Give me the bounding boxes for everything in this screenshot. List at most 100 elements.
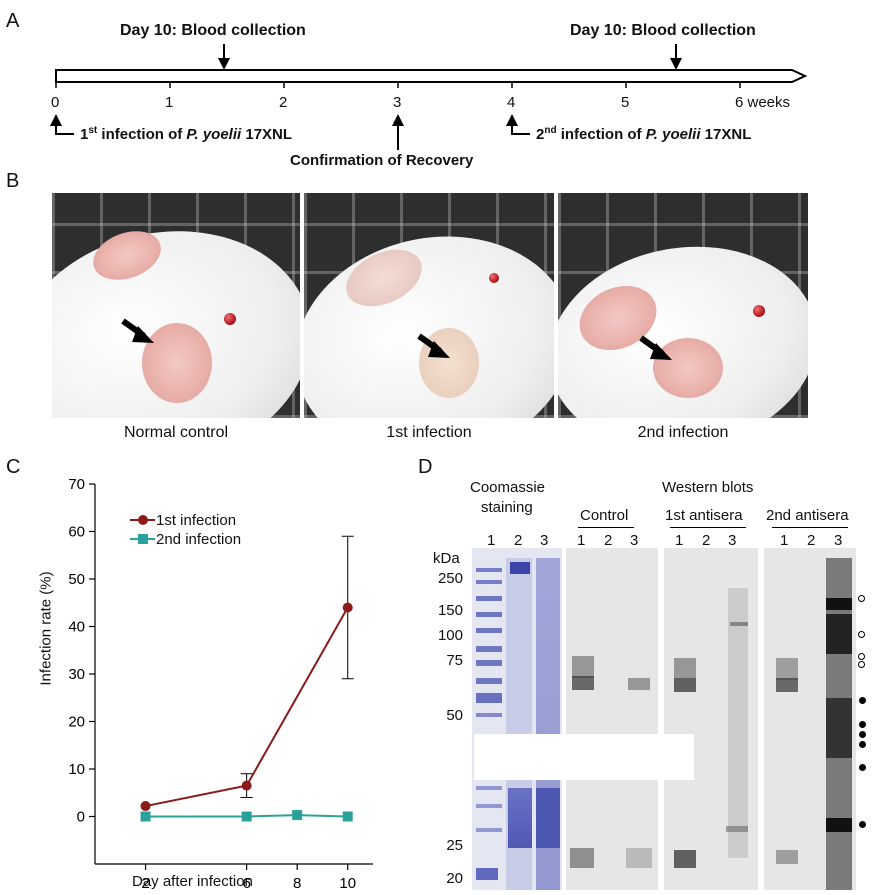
y-tick-label: 10 bbox=[68, 761, 85, 778]
coomassie-title-2: staining bbox=[481, 499, 533, 516]
infection-arrow-1 bbox=[55, 124, 74, 135]
filled-circle-marker bbox=[859, 731, 866, 738]
timeline-diagram bbox=[50, 44, 808, 150]
lane-number: 2 bbox=[604, 532, 613, 549]
photo-1st-infection bbox=[304, 193, 554, 418]
group-label-2nd: 2nd antisera bbox=[766, 507, 849, 524]
eye-icon bbox=[489, 273, 499, 283]
panel-label-b: B bbox=[6, 170, 20, 192]
recovery-arrowhead bbox=[392, 114, 404, 126]
photo-caption: Normal control bbox=[123, 424, 229, 441]
panel-label-d: D bbox=[418, 456, 433, 478]
y-tick-label: 0 bbox=[77, 809, 85, 826]
photo-caption: 1st infection bbox=[386, 424, 472, 441]
y-tick-label: 70 bbox=[68, 476, 85, 493]
eye-icon bbox=[753, 305, 765, 317]
lane-number: 1 bbox=[780, 532, 789, 549]
second-infection-label: 2nd infection of P. yoelii 17XNL bbox=[536, 125, 752, 143]
filled-circle-marker bbox=[859, 721, 866, 728]
lane-number: 2 bbox=[702, 532, 711, 549]
data-point-2nd bbox=[342, 811, 353, 822]
first-infection-label: 1st infection of P. yoelii 17XNL bbox=[80, 125, 293, 143]
series-line bbox=[145, 814, 348, 818]
group-underline bbox=[772, 527, 848, 528]
data-point-2nd bbox=[292, 810, 303, 821]
x-tick-label: 10 bbox=[339, 875, 356, 892]
filled-circle-marker bbox=[859, 697, 866, 704]
lane-number: 1 bbox=[675, 532, 684, 549]
group-label-1st: 1st antisera bbox=[665, 507, 743, 524]
panel-label-a: A bbox=[6, 10, 20, 32]
lane-number: 1 bbox=[487, 532, 496, 549]
open-circle-marker bbox=[858, 661, 865, 668]
blood-arrowhead-1 bbox=[218, 58, 230, 70]
data-point-1st bbox=[342, 602, 353, 613]
y-tick-label: 30 bbox=[68, 666, 85, 683]
group-underline bbox=[670, 527, 746, 528]
data-point-2nd bbox=[140, 811, 151, 822]
open-circle-marker bbox=[858, 595, 865, 602]
lane-number: 3 bbox=[630, 532, 639, 549]
filled-circle-marker bbox=[859, 821, 866, 828]
group-underline bbox=[578, 527, 634, 528]
data-point-2nd bbox=[241, 811, 252, 822]
western-blot-2nd-antisera bbox=[764, 548, 856, 890]
western-title: Western blots bbox=[662, 479, 754, 496]
mw-marker: 250 bbox=[437, 570, 463, 587]
open-circle-marker bbox=[858, 631, 865, 638]
data-point-1st bbox=[140, 801, 151, 812]
filled-circle-marker bbox=[859, 741, 866, 748]
mw-marker: 25 bbox=[446, 837, 463, 854]
y-axis-label: Infection rate (%) bbox=[37, 571, 55, 686]
infection-arrow-2 bbox=[511, 124, 530, 135]
kda-label: kDa bbox=[433, 550, 460, 567]
photo-2nd-infection bbox=[558, 193, 808, 418]
legend-label-1st: 1st infection bbox=[156, 512, 237, 529]
data-point-1st bbox=[241, 780, 252, 791]
y-tick-label: 60 bbox=[68, 524, 85, 541]
y-tick-label: 40 bbox=[68, 619, 85, 636]
western-blot-1st-antisera bbox=[664, 548, 758, 890]
y-tick-label: 50 bbox=[68, 571, 85, 588]
lane-number: 3 bbox=[834, 532, 843, 549]
blood-collection-label-2: Day 10: Blood collection bbox=[570, 22, 756, 39]
legend-label-2nd: 2nd infection bbox=[156, 531, 242, 548]
panel-label-c: C bbox=[6, 456, 21, 478]
blank-region bbox=[474, 734, 694, 780]
legend-marker-1st bbox=[138, 515, 148, 525]
blood-arrowhead-2 bbox=[670, 58, 682, 70]
x-axis-label: Day after infection bbox=[132, 873, 253, 890]
arrow-icon bbox=[417, 333, 450, 358]
open-circle-marker bbox=[858, 653, 865, 660]
infection-arrowhead-2 bbox=[506, 114, 518, 126]
mw-marker: 20 bbox=[446, 870, 463, 887]
tick-label: 5 bbox=[621, 94, 630, 111]
tick-label: 6 weeks bbox=[735, 94, 791, 111]
recovery-label: Confirmation of Recovery bbox=[290, 152, 474, 169]
legend-marker-2nd bbox=[138, 534, 148, 544]
x-tick-label: 8 bbox=[293, 875, 301, 892]
group-label-control: Control bbox=[580, 507, 629, 524]
coomassie-title: Coomassie bbox=[470, 479, 546, 496]
tick-label: 4 bbox=[507, 94, 516, 111]
lane-number: 3 bbox=[540, 532, 549, 549]
eye-icon bbox=[224, 313, 236, 325]
western-blot-control bbox=[566, 548, 658, 890]
infection-rate-chart: 0 10 20 30 40 50 60 70 2 6 8 10 bbox=[68, 476, 373, 892]
coomassie-gel bbox=[472, 548, 562, 890]
y-tick-label: 20 bbox=[68, 714, 85, 731]
lane-number: 2 bbox=[514, 532, 523, 549]
arrow-icon bbox=[639, 335, 672, 360]
tick-label: 1 bbox=[165, 94, 174, 111]
lane-number: 1 bbox=[577, 532, 586, 549]
mw-marker: 75 bbox=[446, 652, 463, 669]
mw-marker: 100 bbox=[437, 627, 463, 644]
filled-circle-marker bbox=[859, 764, 866, 771]
arrow-icon bbox=[121, 318, 154, 343]
tick-label: 0 bbox=[51, 94, 60, 111]
photo-normal-control bbox=[52, 193, 300, 418]
blood-collection-label-1: Day 10: Blood collection bbox=[120, 22, 306, 39]
x-tick-label: 6 bbox=[242, 875, 250, 892]
x-tick-label: 2 bbox=[141, 875, 149, 892]
photo-caption: 2nd infection bbox=[637, 424, 729, 441]
